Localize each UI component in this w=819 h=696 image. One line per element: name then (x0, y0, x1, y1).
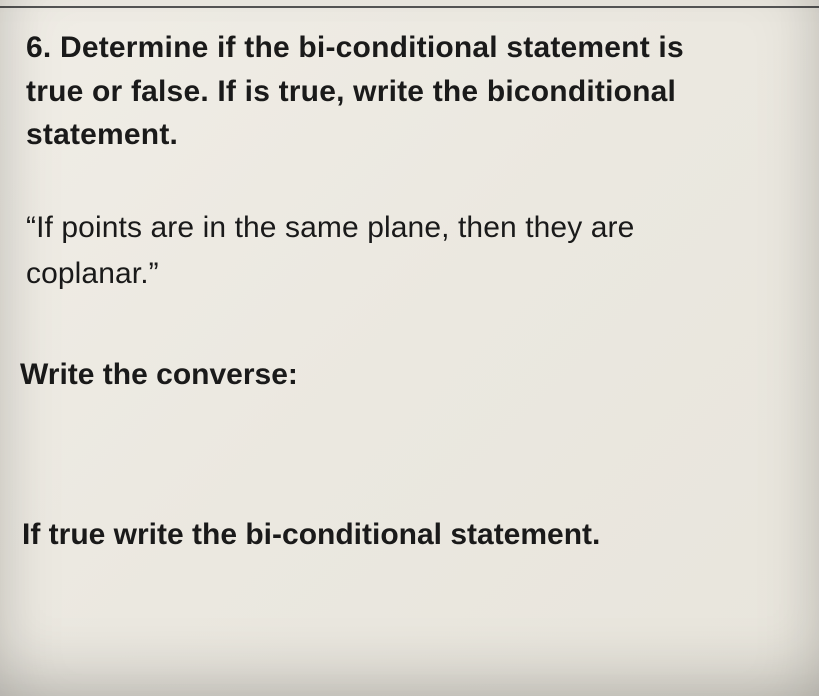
prompt-line-3: statement. (26, 118, 178, 151)
prompt-line-2: true or false. If is true, write the bic… (26, 75, 676, 108)
top-horizontal-rule (0, 6, 819, 8)
statement-line-1: “If points are in the same plane, then t… (26, 211, 634, 244)
conditional-statement: “If points are in the same plane, then t… (26, 205, 799, 298)
converse-heading: Write the converse: (20, 354, 799, 396)
question-prompt: 6. Determine if the bi-conditional state… (26, 18, 799, 157)
prompt-line-1: 6. Determine if the bi-conditional state… (26, 31, 684, 64)
worksheet-page: 6. Determine if the bi-conditional state… (0, 0, 819, 696)
biconditional-heading: If true write the bi-conditional stateme… (22, 514, 799, 556)
statement-line-2: coplanar.” (26, 257, 159, 290)
